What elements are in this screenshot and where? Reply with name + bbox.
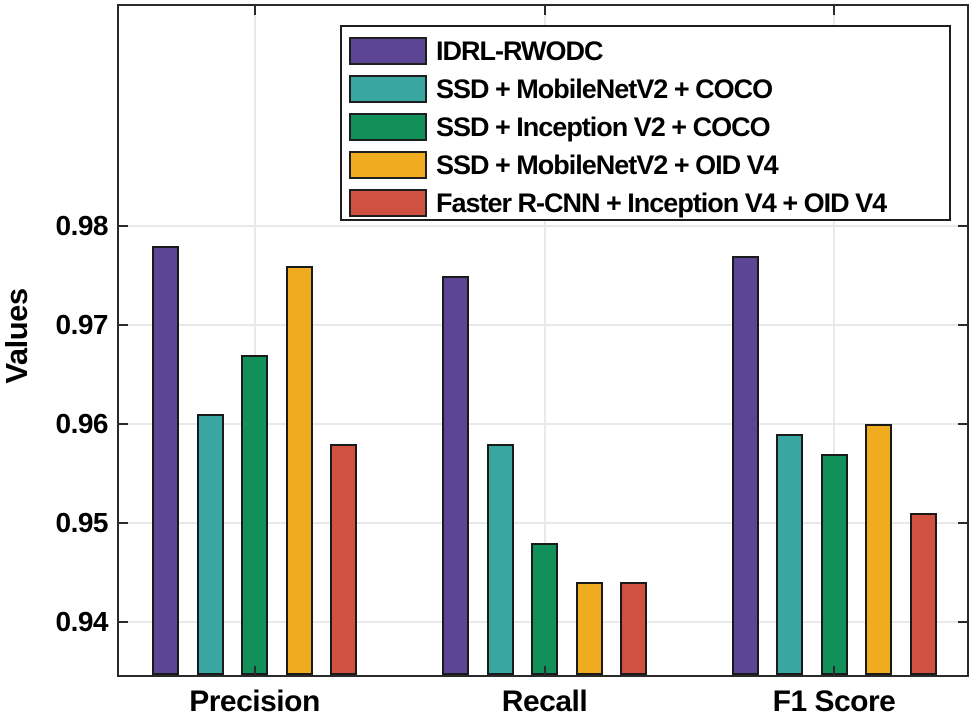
x-tick-mark	[543, 666, 546, 675]
legend-color-swatch	[349, 189, 427, 217]
bar	[909, 512, 937, 675]
bar	[865, 424, 892, 675]
x-gridline	[833, 6, 835, 675]
y-gridline	[119, 324, 967, 327]
bar	[196, 414, 224, 675]
bar	[241, 354, 268, 675]
legend-item-label: SSD + Inception V2 + COCO	[436, 111, 771, 142]
bar	[152, 246, 179, 675]
legend-item-label: IDRL-RWODC	[436, 35, 603, 66]
bar	[776, 433, 803, 675]
legend-color-swatch	[349, 113, 427, 141]
bar	[531, 542, 558, 675]
y-tick-mark	[958, 324, 967, 327]
legend-item: SSD + Inception V2 + COCO	[349, 108, 949, 146]
legend-color-swatch	[349, 37, 427, 65]
legend-item: SSD + MobileNetV2 + COCO	[349, 70, 949, 108]
x-category-label: Recall	[501, 685, 588, 718]
y-tick-label: 0.95	[55, 506, 109, 538]
x-tick-mark	[833, 6, 835, 15]
legend: IDRL-RWODC SSD + MobileNetV2 + COCO SSD + …	[340, 25, 951, 221]
y-tick-label: 0.94	[55, 605, 109, 637]
legend-item: Faster R-CNN + Inception V4 + OID V4	[349, 184, 949, 222]
bar	[575, 582, 603, 675]
legend-item-label: Faster R-CNN + Inception V4 + OID V4	[436, 187, 887, 218]
y-tick-mark	[958, 225, 967, 228]
y-tick-mark	[119, 225, 128, 228]
y-tick-mark	[119, 423, 128, 425]
y-tick-label: 0.98	[55, 210, 109, 242]
legend-item: SSD + MobileNetV2 + OID V4	[349, 146, 949, 184]
legend-item: IDRL-RWODC	[349, 32, 949, 70]
legend-color-swatch	[349, 75, 427, 103]
y-tick-mark	[958, 521, 967, 524]
bar	[442, 275, 469, 675]
x-category-label: F1 Score	[772, 685, 896, 718]
y-tick-label: 0.96	[55, 408, 109, 439]
x-tick-mark	[253, 6, 256, 15]
plot-area	[117, 4, 969, 677]
bar	[820, 453, 848, 675]
bar	[285, 265, 313, 675]
y-gridline	[119, 225, 967, 228]
x-tick-mark	[833, 666, 835, 675]
y-tick-mark	[119, 324, 128, 327]
bar	[330, 443, 357, 675]
bar	[486, 443, 514, 675]
y-tick-mark	[958, 620, 967, 623]
legend-item-label: SSD + MobileNetV2 + OID V4	[436, 149, 779, 180]
x-gridline	[543, 6, 546, 675]
legend-item-label: SSD + MobileNetV2 + COCO	[436, 73, 773, 104]
bar	[731, 256, 759, 675]
y-tick-label: 0.97	[55, 309, 109, 341]
y-gridline	[119, 521, 967, 524]
x-tick-mark	[543, 6, 546, 15]
legend-color-swatch	[349, 151, 427, 179]
y-tick-mark	[119, 620, 128, 623]
x-gridline	[253, 6, 256, 675]
y-tick-mark	[958, 423, 967, 425]
x-tick-mark	[253, 666, 256, 675]
y-gridline	[119, 423, 967, 425]
x-category-label: Precision	[189, 685, 320, 718]
bar	[620, 582, 647, 675]
y-tick-mark	[119, 521, 128, 524]
